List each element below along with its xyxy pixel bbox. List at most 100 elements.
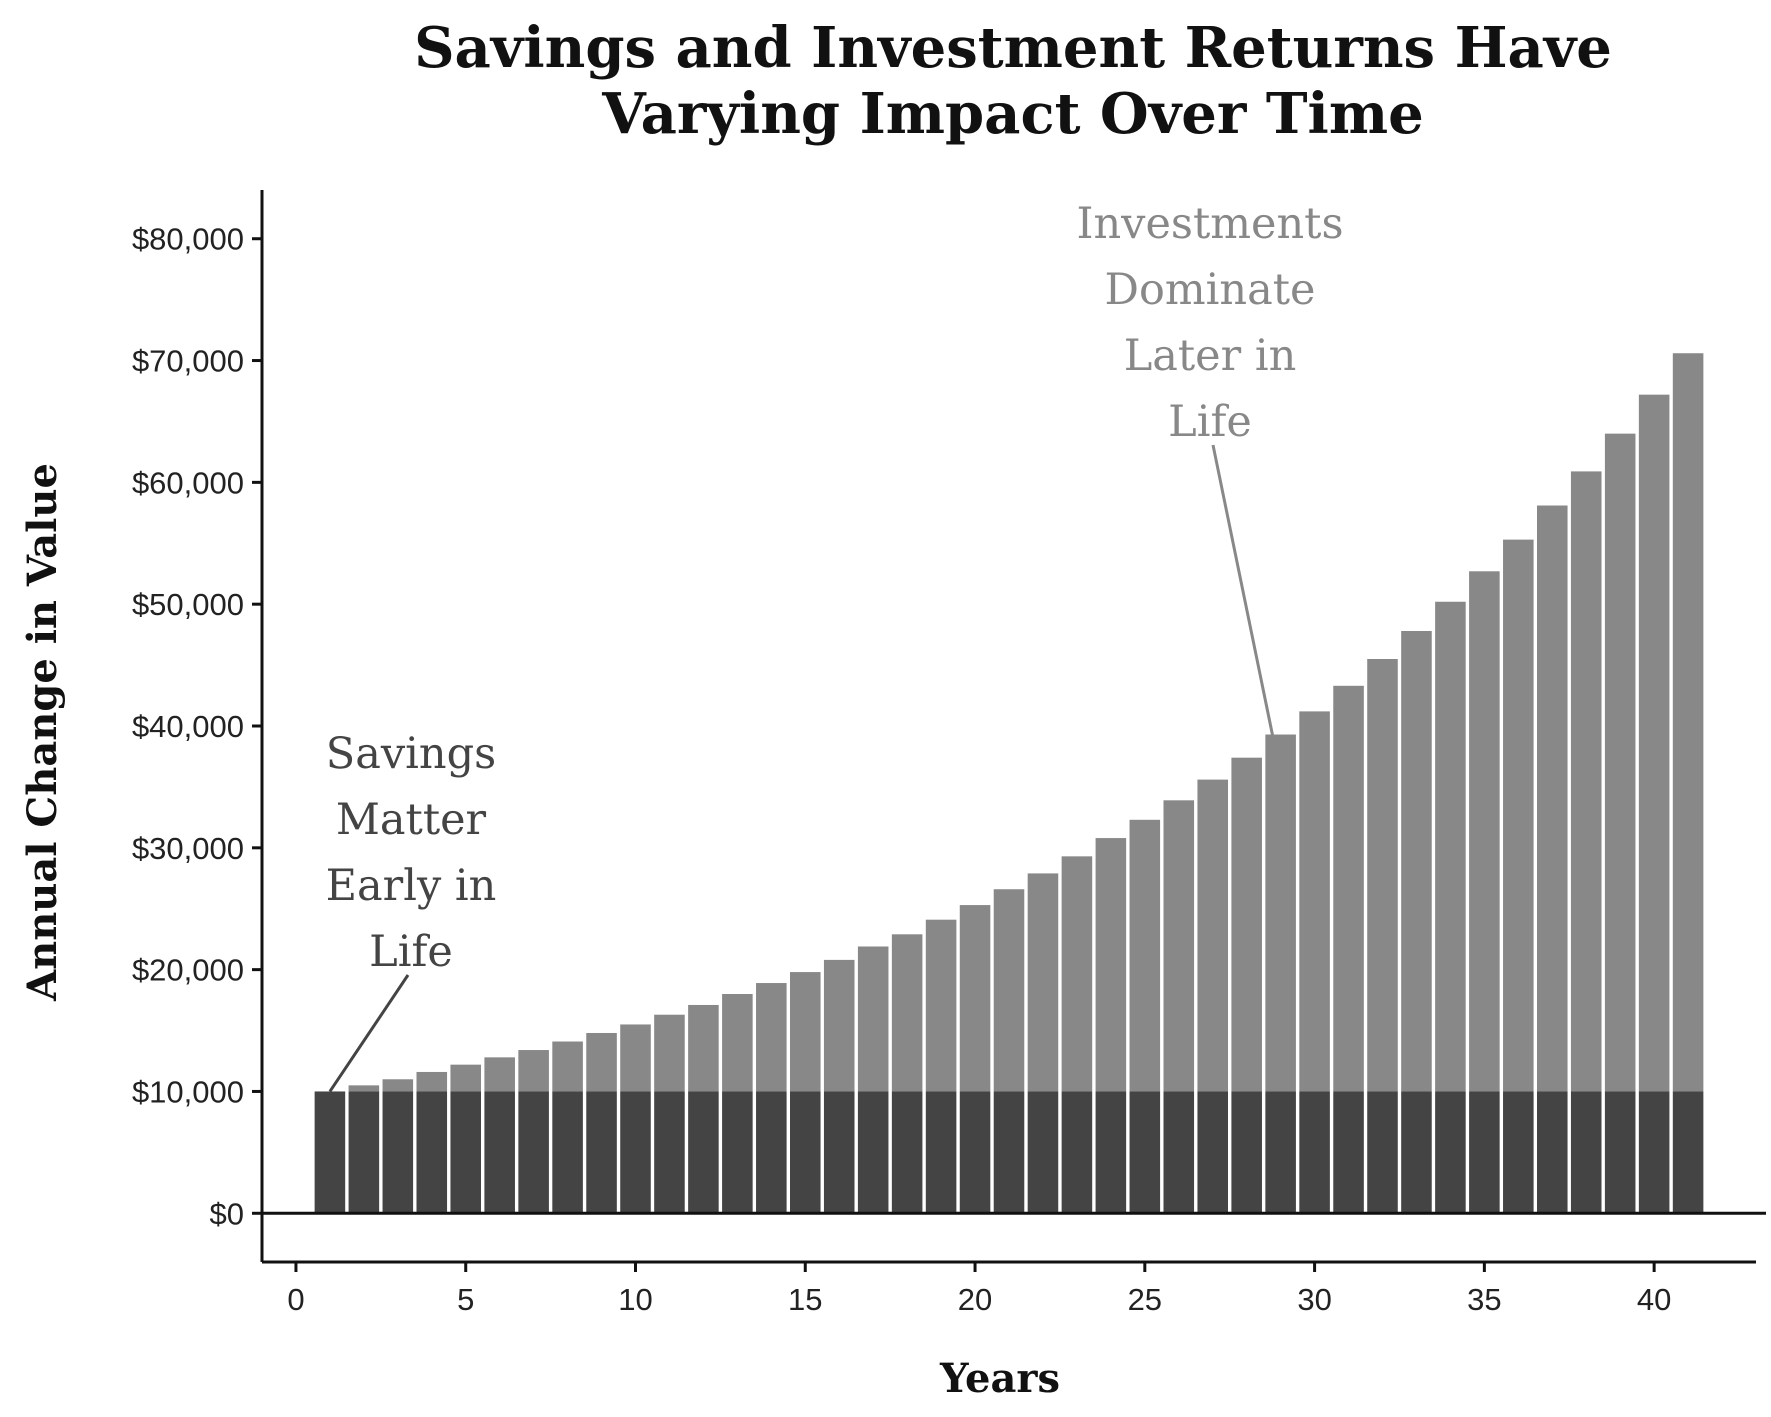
savings-bar (722, 1091, 753, 1214)
investment-bar (722, 994, 753, 1092)
investment-bar (654, 1014, 685, 1092)
annotation-text: Dominate (1105, 265, 1316, 315)
savings-bar (552, 1091, 583, 1214)
investment-bar (484, 1057, 515, 1092)
investment-bar (688, 1004, 719, 1092)
savings-bar (416, 1091, 448, 1214)
x-tick-label: 15 (788, 1282, 822, 1317)
savings-bar (1231, 1091, 1262, 1214)
y-tick-label: $50,000 (132, 587, 244, 622)
y-tick-label: $10,000 (132, 1074, 244, 1109)
investment-bar (1061, 856, 1093, 1092)
annotation-text: Later in (1124, 331, 1297, 381)
y-tick-label: $70,000 (132, 344, 244, 379)
savings-bar (1129, 1091, 1161, 1214)
savings-bar (1299, 1091, 1330, 1214)
investment-bar (348, 1085, 380, 1092)
investment-bar (959, 905, 991, 1092)
savings-bar (1197, 1091, 1229, 1214)
x-tick-label: 5 (457, 1282, 474, 1317)
x-tick-label: 25 (1128, 1282, 1162, 1317)
investment-bar (756, 983, 787, 1092)
investment-bar (1367, 659, 1398, 1092)
investment-bar (1503, 539, 1534, 1092)
x-axis: 0 5 10 15 20 25 30 35 40 (262, 1260, 1756, 1317)
y-tick-label: $40,000 (132, 709, 244, 744)
investment-bar (1604, 433, 1636, 1092)
y-tick-label: $60,000 (132, 465, 244, 500)
savings-bar (1095, 1091, 1127, 1214)
savings-bar (314, 1091, 346, 1214)
investment-bar (1672, 353, 1704, 1092)
savings-bar (654, 1091, 685, 1214)
x-tick-label: 10 (618, 1282, 652, 1317)
investment-bar (1265, 734, 1296, 1092)
annotations: Savings Matter Early in Life Investments Domi… (326, 199, 1344, 1093)
investment-bar (857, 946, 889, 1092)
annotation-text: Matter (336, 795, 487, 845)
y-tick-label: $0 (210, 1196, 244, 1231)
investment-bar (993, 889, 1025, 1092)
chart-title: Savings and Investment Returns HaveVaryi… (414, 15, 1612, 147)
investment-bar (891, 934, 923, 1092)
investment-bar (1163, 800, 1195, 1092)
investment-bar (518, 1050, 549, 1092)
investment-bar (1401, 630, 1432, 1092)
savings-bar (450, 1091, 482, 1214)
savings-bar (688, 1091, 719, 1214)
bars (314, 353, 1704, 1214)
x-tick-label: 35 (1467, 1282, 1501, 1317)
investment-bar (1536, 505, 1568, 1092)
investment-bar (552, 1041, 583, 1092)
investment-bar (789, 972, 821, 1092)
investment-bar (1197, 779, 1229, 1092)
investment-bar (1231, 757, 1262, 1092)
investment-bar (1027, 873, 1059, 1092)
savings-bar (1435, 1091, 1466, 1214)
chart-title-line: Varying Impact Over Time (601, 81, 1423, 147)
investment-bar (1129, 819, 1161, 1092)
investment-bar (1469, 571, 1500, 1092)
savings-bar (620, 1091, 651, 1214)
savings-bar (925, 1091, 957, 1214)
savings-bar (993, 1091, 1025, 1214)
annotation-text: Life (1168, 397, 1252, 447)
savings-bar (1027, 1091, 1059, 1214)
x-tick-label: 20 (958, 1282, 992, 1317)
savings-bar (1367, 1091, 1398, 1214)
investment-bar (823, 959, 855, 1092)
savings-bar (1503, 1091, 1534, 1214)
savings-bar (1333, 1091, 1364, 1214)
savings-bar (382, 1091, 414, 1214)
investment-bar (620, 1024, 651, 1092)
savings-bar (484, 1091, 515, 1214)
y-axis: $0 $10,000 $20,000 $30,000 $40,000 $50,000 $60… (132, 190, 1766, 1262)
annotation-text: Life (369, 927, 453, 977)
y-tick-label: $30,000 (132, 831, 244, 866)
investment-bar (1435, 601, 1466, 1092)
annotation-text: Early in (326, 861, 497, 911)
savings-bar (959, 1091, 991, 1214)
x-tick-label: 30 (1297, 1282, 1331, 1317)
y-tick-label: $20,000 (132, 953, 244, 988)
savings-bar (518, 1091, 549, 1214)
annotation-text: Savings (326, 729, 496, 779)
savings-bar (891, 1091, 923, 1214)
x-tick-label: 0 (287, 1282, 304, 1317)
investment-bar (382, 1079, 414, 1092)
investment-bar (450, 1064, 482, 1092)
investment-bar (1333, 685, 1364, 1092)
savings-bar (1401, 1091, 1432, 1214)
savings-bar (789, 1091, 821, 1214)
savings-bar (857, 1091, 889, 1214)
y-tick-label: $80,000 (132, 222, 244, 257)
x-tick-label: 40 (1637, 1282, 1671, 1317)
annotation-pointer (1211, 444, 1283, 776)
y-axis-title: Annual Change in Value (19, 463, 66, 1002)
savings-bar (1604, 1091, 1636, 1214)
investment-bar (1570, 471, 1602, 1092)
savings-bar (1163, 1091, 1195, 1214)
savings-bar (1672, 1091, 1704, 1214)
investment-bar (1299, 711, 1330, 1092)
